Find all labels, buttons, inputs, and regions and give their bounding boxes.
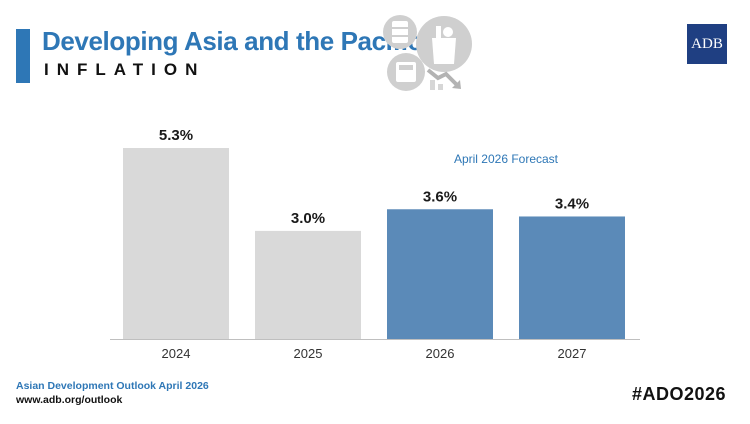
groceries-bag-icon: [416, 16, 472, 72]
footer-hashtag: #ADO2026: [631, 384, 726, 404]
page-subtitle: INFLATION: [44, 60, 206, 79]
bar-2027: [519, 216, 625, 339]
x-tick-label-2026: 2026: [426, 346, 455, 361]
x-tick-label-2024: 2024: [162, 346, 191, 361]
price-decline-icon: [426, 68, 461, 90]
page-title: Developing Asia and the Pacific: [42, 26, 422, 56]
bar-value-label-2027: 3.4%: [555, 195, 589, 212]
bar-2026: [387, 209, 493, 339]
footer-url: www.adb.org/outlook: [16, 394, 123, 406]
adb-logo: ADB: [687, 24, 727, 64]
fuel-barrel-icon: [383, 15, 417, 49]
title-accent-bar: [16, 29, 30, 83]
chart-marks: 5.3% 2024 3.0% 2025 3.6% 2026 3.4% 2027: [123, 127, 625, 361]
cash-register-icon: [387, 53, 425, 91]
inflation-icon-cluster: [383, 15, 472, 91]
footer-publication: Asian Development Outlook April 2026: [16, 380, 209, 392]
bar-value-label-2024: 5.3%: [159, 127, 193, 144]
x-tick-label-2027: 2027: [558, 346, 587, 361]
bar-value-label-2026: 3.6%: [423, 188, 457, 205]
bar-2024: [123, 148, 229, 339]
x-tick-label-2025: 2025: [294, 346, 323, 361]
forecast-annotation: April 2026 Forecast: [454, 152, 559, 166]
bar-value-label-2025: 3.0%: [291, 210, 325, 227]
bar-2025: [255, 230, 361, 339]
